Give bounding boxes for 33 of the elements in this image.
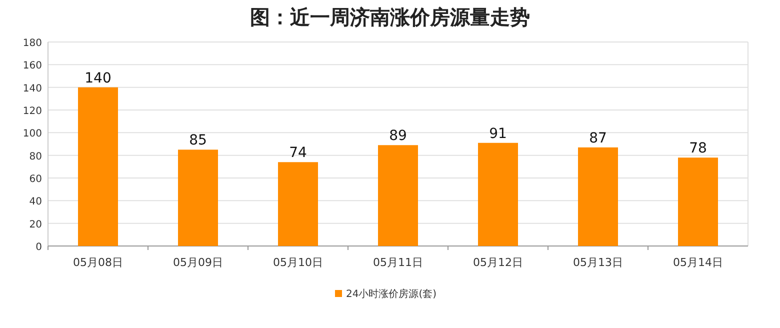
y-tick-label: 120 [22, 106, 42, 117]
x-tick-label: 05月12日 [473, 256, 523, 269]
y-tick-label: 140 [22, 83, 42, 94]
y-tick-label: 0 [36, 242, 42, 253]
x-tick-label: 05月09日 [173, 256, 223, 269]
bar [578, 147, 618, 246]
y-tick-label: 60 [29, 174, 42, 185]
y-tick-label: 20 [29, 219, 42, 230]
chart-title: 图：近一周济南涨价房源量走势 [250, 5, 530, 29]
y-tick-label: 180 [22, 38, 42, 49]
x-tick-label: 05月14日 [673, 256, 723, 269]
y-tick-label: 80 [29, 151, 42, 162]
bar [78, 87, 118, 246]
bar [478, 142, 518, 246]
data-label: 85 [189, 132, 207, 149]
bar [278, 162, 318, 246]
data-label: 78 [689, 140, 707, 157]
data-label: 91 [489, 126, 507, 142]
data-label: 89 [389, 128, 407, 144]
y-tick-label: 40 [29, 196, 42, 208]
x-tick-label: 05月10日 [273, 256, 323, 269]
x-tick-label: 05月11日 [373, 256, 423, 269]
bar [678, 158, 718, 246]
y-tick-label: 100 [22, 128, 42, 140]
data-label: 74 [289, 145, 307, 162]
legend-label: 24小时涨价房源(套) [346, 288, 437, 300]
y-tick-label: 160 [22, 60, 42, 72]
data-label: 87 [589, 130, 607, 146]
bar [178, 150, 218, 246]
bar [378, 145, 418, 246]
data-label: 140 [84, 70, 112, 86]
x-tick-label: 05月13日 [573, 256, 623, 269]
x-tick-label: 05月08日 [73, 256, 123, 269]
